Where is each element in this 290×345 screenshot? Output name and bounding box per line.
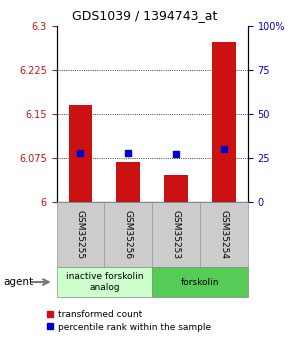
Text: agent: agent [3, 277, 33, 287]
Text: inactive forskolin
analog: inactive forskolin analog [66, 272, 143, 292]
Text: GSM35255: GSM35255 [76, 210, 85, 259]
Point [78, 150, 83, 155]
Bar [212, 42, 236, 202]
Legend: transformed count, percentile rank within the sample: transformed count, percentile rank withi… [47, 310, 211, 332]
Text: GDS1039 / 1394743_at: GDS1039 / 1394743_at [72, 9, 218, 22]
Point [174, 151, 178, 157]
Bar [164, 176, 188, 202]
Point [126, 150, 130, 155]
Text: GSM35256: GSM35256 [124, 210, 133, 259]
Text: GSM35254: GSM35254 [220, 210, 229, 259]
Text: GSM35253: GSM35253 [172, 210, 181, 259]
Bar [68, 105, 93, 202]
Text: forskolin: forskolin [181, 277, 219, 287]
Point [222, 146, 226, 152]
Bar [116, 162, 140, 202]
